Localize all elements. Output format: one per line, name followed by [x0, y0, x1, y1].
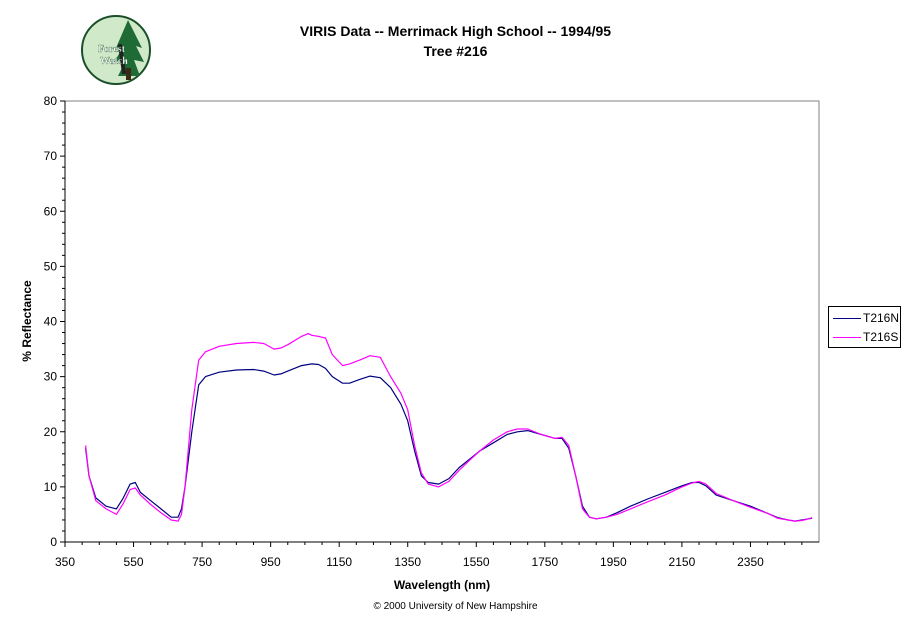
- legend: T216N T216S: [828, 306, 901, 348]
- y-tick-label: 40: [44, 315, 58, 329]
- legend-swatch-t216s: [833, 336, 861, 338]
- y-tick-label: 30: [44, 370, 58, 384]
- x-tick-label: 1550: [463, 555, 490, 569]
- legend-swatch-t216n: [833, 317, 861, 319]
- y-tick-label: 50: [44, 259, 58, 273]
- y-tick-label: 20: [44, 425, 58, 439]
- y-tick-label: 10: [44, 480, 58, 494]
- chart-subtitle: Tree #216: [423, 43, 488, 59]
- x-axis-title: Wavelength (nm): [394, 578, 490, 592]
- legend-item-t216s: T216S: [833, 329, 898, 345]
- logo-text-watch: Watch: [100, 56, 128, 67]
- axes: 0 10 20 30 40 50 60 70 80 350 550 750 950 1150 1350 155…: [44, 94, 819, 569]
- x-tick-label: 2150: [669, 555, 696, 569]
- plot-area: [64, 100, 820, 543]
- forest-watch-logo: Forest Watch: [80, 14, 152, 86]
- legend-label-t216s: T216S: [863, 330, 899, 344]
- x-tick-label: 1350: [394, 555, 421, 569]
- series-line-t216s: [85, 333, 813, 522]
- x-tick-label: 750: [192, 555, 212, 569]
- x-tick-label: 1950: [600, 555, 627, 569]
- x-tick-label: 2350: [737, 555, 764, 569]
- logo-text-forest: Forest: [98, 44, 126, 55]
- x-tick-label: 950: [261, 555, 281, 569]
- series-line-t216n: [85, 363, 813, 522]
- legend-label-t216n: T216N: [863, 311, 900, 325]
- y-tick-label: 80: [44, 94, 58, 108]
- series-lines: [85, 333, 813, 522]
- x-tick-label: 550: [124, 555, 144, 569]
- copyright-notice: © 2000 University of New Hampshire: [373, 601, 538, 612]
- chart-title: VIRIS Data -- Merrimack High School -- 1…: [299, 23, 612, 39]
- y-axis-title: % Reflectance: [20, 280, 34, 362]
- y-tick-label: 60: [44, 204, 58, 218]
- x-tick-label: 350: [55, 555, 75, 569]
- legend-item-t216n: T216N: [833, 310, 899, 326]
- y-tick-label: 70: [44, 149, 58, 163]
- y-tick-label: 0: [50, 535, 57, 549]
- x-tick-label: 1750: [531, 555, 558, 569]
- x-tick-label: 1150: [326, 555, 352, 569]
